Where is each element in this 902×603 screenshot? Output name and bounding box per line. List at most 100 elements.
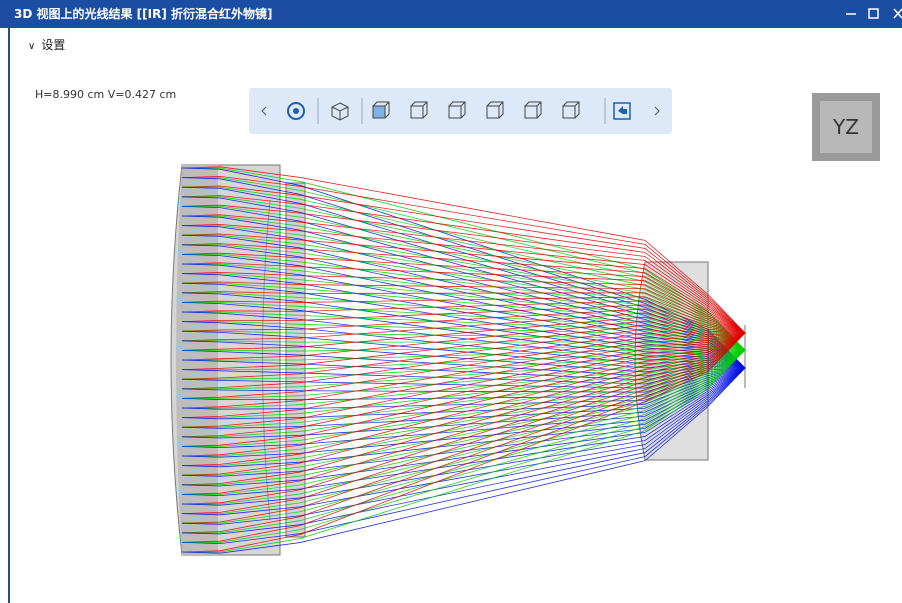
ray <box>181 243 746 334</box>
ray <box>181 320 745 361</box>
ray <box>181 304 746 334</box>
ray <box>181 332 746 543</box>
ray <box>182 234 746 351</box>
ray <box>182 263 746 351</box>
ray <box>181 271 746 334</box>
cube-edge <box>562 101 580 119</box>
ray <box>181 214 746 334</box>
ray <box>182 196 746 351</box>
maximize-button[interactable] <box>868 8 879 19</box>
prev-button[interactable] <box>261 106 267 116</box>
ray <box>181 332 746 534</box>
ray <box>182 349 746 371</box>
ray <box>181 175 746 334</box>
ray <box>181 332 746 505</box>
ray <box>181 185 746 334</box>
ray <box>181 332 746 514</box>
ray <box>182 177 746 351</box>
ray <box>181 367 746 525</box>
ray <box>181 204 746 334</box>
ray <box>182 349 746 543</box>
ray <box>181 312 746 342</box>
ray <box>182 349 746 553</box>
ray <box>182 349 746 438</box>
ray <box>181 367 746 516</box>
ray <box>182 205 746 351</box>
ray <box>181 223 746 334</box>
reset-button[interactable] <box>613 102 631 120</box>
ray <box>182 282 746 351</box>
ray <box>181 166 746 334</box>
view-button[interactable] <box>524 101 542 119</box>
ray <box>181 332 746 399</box>
ray <box>181 367 746 545</box>
close-button[interactable] <box>893 8 902 19</box>
ray <box>181 316 746 351</box>
ray <box>182 349 746 476</box>
ray <box>181 367 746 554</box>
orientation-label: YZ <box>820 101 872 153</box>
ray <box>182 349 746 390</box>
ray <box>181 291 746 334</box>
ray <box>182 349 745 361</box>
settings-toggle[interactable]: ∨ 设置 <box>28 38 66 52</box>
ray <box>181 332 746 486</box>
ray <box>181 332 746 553</box>
ray <box>181 308 746 334</box>
ray <box>182 311 746 351</box>
ray <box>181 252 746 334</box>
cube-face <box>562 105 576 119</box>
view-button[interactable] <box>410 101 428 119</box>
ray <box>181 195 746 334</box>
ray <box>181 332 746 447</box>
ray <box>182 349 746 380</box>
ray <box>182 349 746 486</box>
toolbar-icons <box>261 98 660 124</box>
orientation-cube[interactable]: YZ <box>812 93 880 161</box>
ray <box>182 330 746 351</box>
ray <box>182 292 746 351</box>
ray <box>182 215 746 351</box>
ray <box>181 367 746 535</box>
cube-face <box>372 105 386 119</box>
view-button[interactable] <box>562 101 580 119</box>
ray <box>182 349 746 505</box>
ray <box>181 332 746 409</box>
ray <box>181 367 746 497</box>
scale-text: H=8.990 cm V=0.427 cm <box>35 88 177 101</box>
view-button[interactable] <box>372 101 390 119</box>
cube-face <box>524 105 538 119</box>
ray <box>182 186 746 351</box>
ray <box>181 332 746 457</box>
ray <box>181 367 746 487</box>
ray <box>181 262 746 334</box>
ray <box>182 349 746 447</box>
ray <box>181 367 746 468</box>
ray <box>182 345 746 352</box>
ray <box>181 367 746 477</box>
ray <box>181 332 746 524</box>
ray <box>182 340 746 351</box>
ray <box>182 244 746 351</box>
cube-edge <box>410 101 428 119</box>
rotate-button[interactable] <box>287 102 305 120</box>
ray <box>182 349 746 495</box>
ray <box>182 225 746 351</box>
cube-face <box>448 105 462 119</box>
next-button[interactable] <box>654 106 660 116</box>
view-button[interactable] <box>486 101 504 119</box>
view-button[interactable] <box>448 101 466 119</box>
ray <box>181 300 746 334</box>
view-toolbar <box>249 88 672 134</box>
ray <box>181 332 746 495</box>
cube-face <box>486 105 500 119</box>
ray <box>182 253 746 351</box>
ray <box>181 332 746 466</box>
ray <box>182 349 746 524</box>
ray <box>182 349 746 457</box>
ray <box>182 349 746 514</box>
ray <box>181 332 746 428</box>
ray <box>182 273 746 351</box>
iso-view-button[interactable] <box>331 102 349 121</box>
